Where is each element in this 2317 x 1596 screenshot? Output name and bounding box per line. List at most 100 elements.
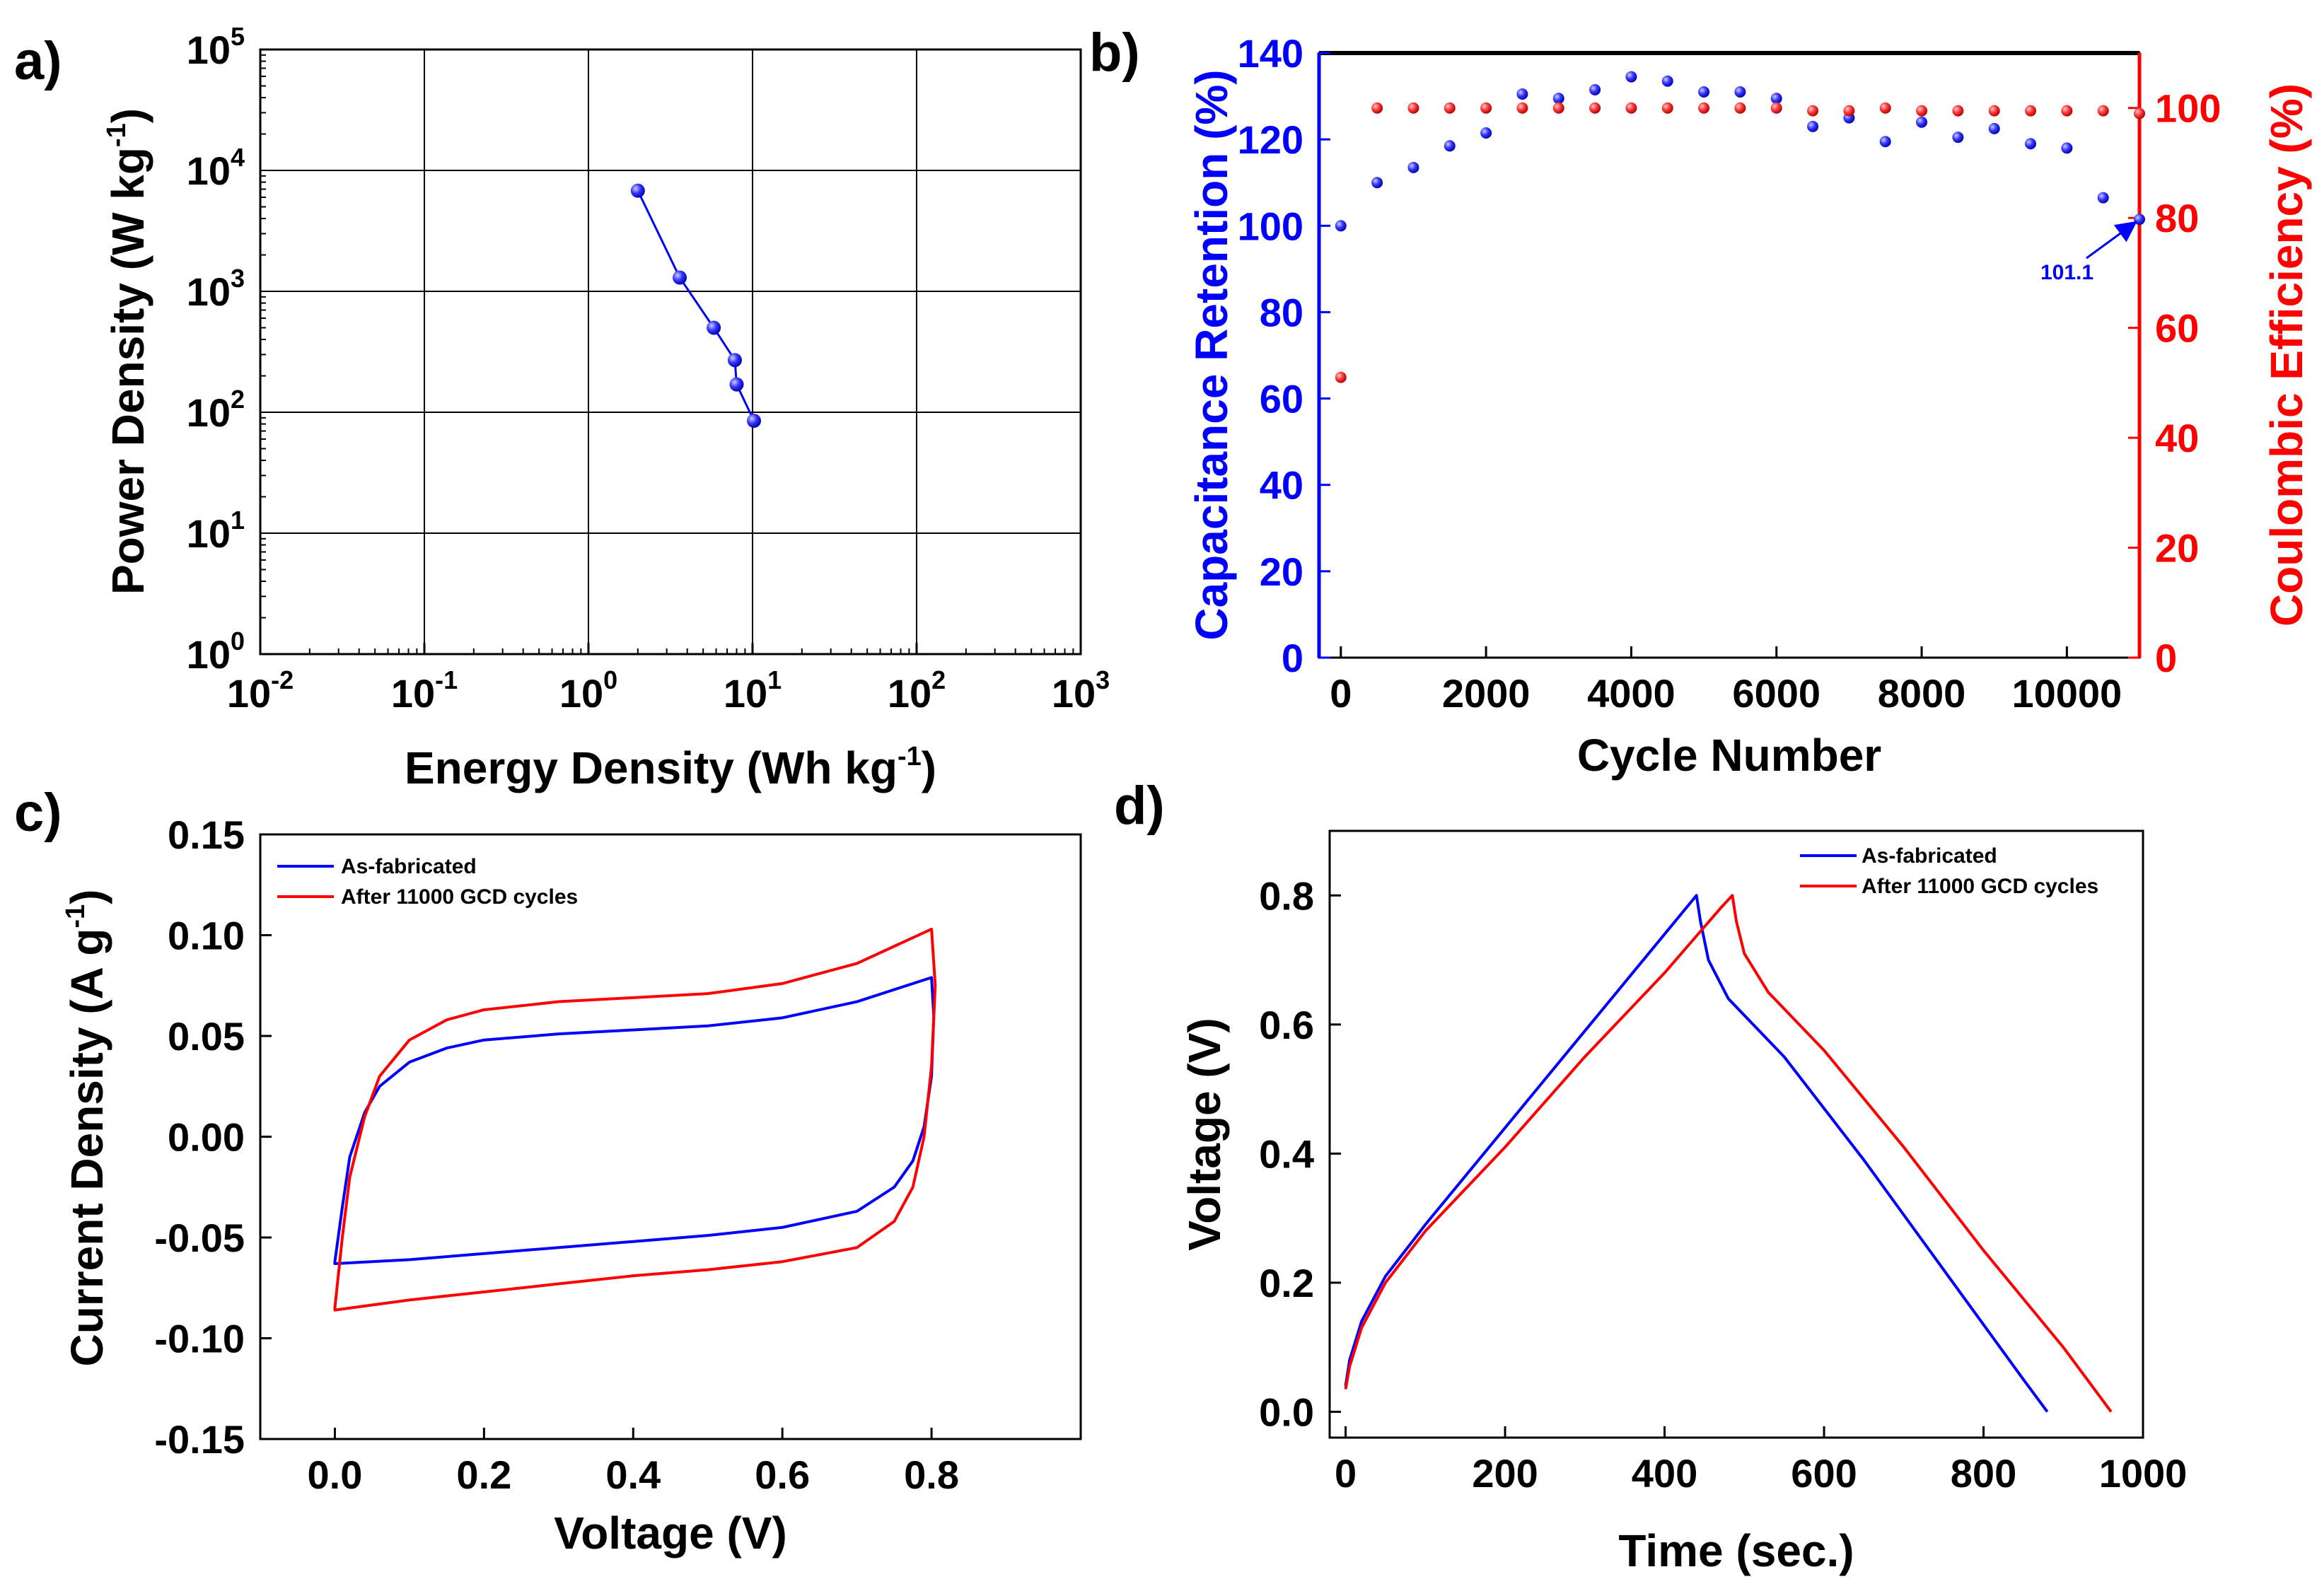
panel-a-ytick-label: 102 — [187, 385, 245, 435]
panel-c-chart: c) 0.0 0.2 0.4 0.6 0.8-0.15-0.10-0.050.000.0… — [14, 783, 1082, 1559]
panel-b-point-efficiency — [2025, 105, 2037, 117]
panel-a-ytick-label: 104 — [187, 143, 245, 193]
panel-a-ytick-label: 100 — [187, 627, 245, 677]
panel-d-legend-label-1: After 11000 GCD cycles — [1862, 875, 2098, 898]
panel-b-point-retention — [1552, 93, 1564, 105]
panel-b-point-retention — [2134, 214, 2145, 226]
panel-b-point-efficiency — [1770, 102, 1782, 114]
panel-b-ytick-left-label: 60 — [1260, 377, 1303, 421]
panel-b-ticks: 0 2000 4000 6000 8000 10000 0 20 40 60 80 100 120 140… — [1238, 31, 2222, 716]
panel-d-series-1-curve — [1344, 894, 2113, 1413]
panel-c-ylabel: Current Density (A g-1) — [61, 889, 112, 1366]
panel-b-xlabel: Cycle Number — [1577, 730, 1881, 781]
panel-b-point-retention — [1625, 71, 1637, 83]
panel-b-point-efficiency — [1843, 105, 1855, 117]
panel-d-legend: As-fabricated After 11000 GCD cycles — [1800, 844, 2098, 898]
panel-b-point-efficiency — [1335, 371, 1347, 383]
panel-b-point-retention — [2061, 142, 2073, 154]
panel-c-series-1-curve — [333, 927, 937, 1312]
panel-c-ytick-label: -0.15 — [154, 1417, 245, 1462]
panel-a-ytick-label: 103 — [187, 264, 245, 314]
panel-c-legend-label-0: As-fabricated — [341, 855, 477, 878]
panel-b-ytick-right-label: 80 — [2155, 196, 2199, 240]
panel-b-ytick-right-label: 60 — [2155, 306, 2199, 351]
panel-c-ticks: 0.0 0.2 0.4 0.6 0.8 -0.15 -0.10 -0.05 0.00 0.05 0.… — [154, 812, 959, 1497]
panel-b-point-efficiency — [1661, 102, 1673, 114]
panel-d-ylabel: Voltage (V) — [1179, 1018, 1230, 1251]
panel-d-frame — [1328, 829, 2144, 1439]
panel-a-point — [746, 414, 761, 429]
panel-b-point-retention — [1879, 136, 1891, 148]
panel-b-point-efficiency — [1371, 102, 1383, 114]
panel-b-point-efficiency — [1516, 102, 1528, 114]
panel-c-xtick-label: 0.2 — [456, 1452, 511, 1497]
panel-b-xtick-label: 0 — [1330, 671, 1352, 716]
panel-a-ytick-label: 105 — [187, 22, 245, 72]
panel-d-ytick-label: 0.0 — [1259, 1390, 1314, 1434]
panel-b-ytick-left-label: 40 — [1260, 463, 1303, 508]
panel-d-ytick-label: 0.6 — [1259, 1003, 1314, 1047]
panel-b-point-retention — [1335, 220, 1347, 232]
panel-b-frame — [1318, 52, 2141, 659]
panel-c-xtick-label: 0.8 — [904, 1452, 959, 1497]
panel-d-ytick-label: 0.2 — [1259, 1261, 1314, 1305]
panel-a-xtick-label: 101 — [724, 665, 782, 716]
panel-d-xtick-label: 0 — [1335, 1451, 1357, 1496]
panel-b-point-efficiency — [1698, 102, 1710, 114]
panel-b-annotation: 101.1 — [2040, 261, 2094, 284]
panel-b-ytick-left-label: 80 — [1260, 290, 1303, 334]
panel-a-chart: a) 10-2 10-1 100 101 102 10310010110210310410… — [14, 22, 1110, 793]
panel-b-xtick-label: 2000 — [1442, 671, 1531, 716]
panel-b-xtick-label: 8000 — [1878, 671, 1966, 716]
panel-b-ytick-left-label: 140 — [1238, 31, 1303, 76]
panel-a-point — [673, 270, 687, 285]
panel-b-ylabel-right: Coulombic Efficiency (%) — [2261, 83, 2312, 627]
panel-d-ytick-label: 0.8 — [1259, 873, 1314, 918]
panel-b-point-efficiency — [1552, 102, 1564, 114]
panel-d-xtick-label: 200 — [1472, 1451, 1538, 1496]
panel-b-point-efficiency — [1444, 102, 1456, 114]
panel-a-point — [630, 183, 645, 198]
panel-b-ytick-left-label: 120 — [1238, 117, 1303, 162]
panel-a-xtick-label: 102 — [888, 665, 946, 716]
panel-b-point-retention — [1480, 127, 1492, 139]
panel-a-xlabel: Energy Density (Wh kg-1) — [405, 742, 936, 793]
panel-d-chart: d) 0 200 400 600 800 1000 0.0 0.2 0.4 0.6 0.8 As-f… — [1114, 776, 2187, 1576]
panel-b-point-retention — [1952, 132, 1964, 144]
panel-a-xtick-label: 103 — [1052, 665, 1110, 716]
panel-a-point — [727, 353, 742, 368]
panel-b-ytick-right-label: 0 — [2155, 636, 2177, 680]
panel-a-label: a) — [14, 31, 62, 91]
panel-b-point-retention — [1516, 88, 1528, 100]
panel-b-ytick-left-label: 0 — [1282, 636, 1303, 680]
panel-c-label: c) — [14, 783, 62, 843]
panel-a-point — [707, 320, 721, 335]
panel-b-point-retention — [1444, 140, 1456, 152]
panel-c-xtick-label: 0.4 — [605, 1452, 661, 1497]
panel-b-point-retention — [1916, 116, 1928, 128]
panel-c-xtick-label: 0.6 — [755, 1452, 810, 1497]
panel-c-frame — [259, 833, 1082, 1440]
panel-d-marks — [1344, 894, 2113, 1413]
panel-b-point-retention — [1807, 120, 1819, 132]
panel-b-ytick-left-label: 100 — [1238, 204, 1303, 248]
panel-d-legend-label-0: As-fabricated — [1862, 844, 1997, 868]
panel-d-xtick-label: 400 — [1632, 1451, 1697, 1496]
panel-b-point-efficiency — [2061, 105, 2073, 117]
panel-b-point-efficiency — [1589, 102, 1601, 114]
panel-a-marks — [630, 183, 761, 429]
panel-c-ytick-label: -0.05 — [154, 1216, 245, 1260]
panel-c-ytick-label: 0.05 — [168, 1014, 245, 1059]
panel-b-point-efficiency — [1988, 105, 2000, 117]
panel-b-chart: b) 0 2000 4000 6000 8000 10000 0 20 40 60 80 100 120… — [1089, 23, 2312, 781]
panel-b-point-retention — [1407, 161, 1419, 173]
panel-a-ytick-label: 101 — [187, 506, 245, 556]
panel-b-ytick-right-label: 40 — [2155, 416, 2199, 460]
panel-b-ytick-left-label: 20 — [1260, 549, 1303, 594]
panel-a-frame — [259, 48, 1082, 656]
panel-d-xlabel: Time (sec.) — [1618, 1525, 1854, 1576]
panel-b-annotation-arrow — [2086, 221, 2137, 260]
panel-c-ytick-label: -0.10 — [154, 1317, 245, 1361]
panel-a-ylabel: Power Density (W kg-1) — [102, 108, 153, 595]
